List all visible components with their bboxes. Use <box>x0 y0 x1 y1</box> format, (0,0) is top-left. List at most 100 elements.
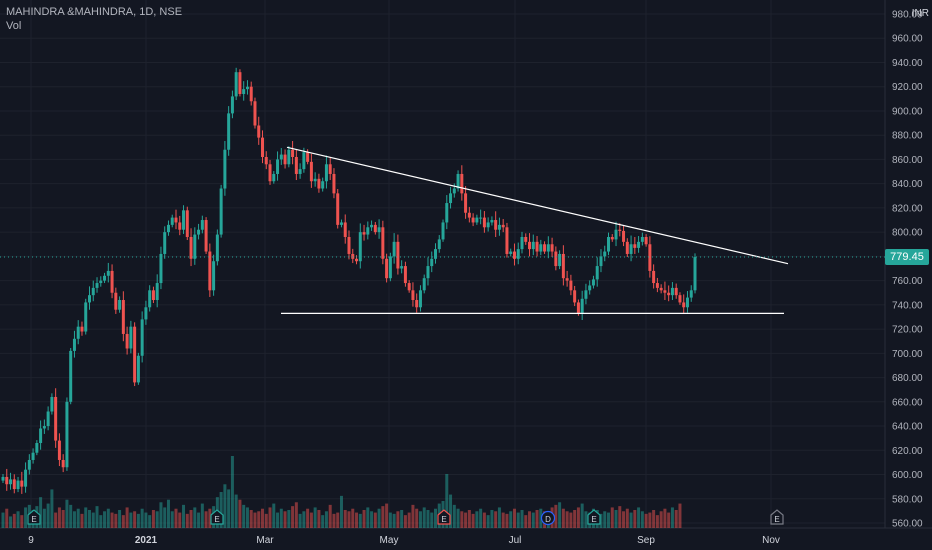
volume-bar <box>625 508 629 528</box>
volume-bar <box>430 512 434 528</box>
volume-indicator-label[interactable]: Vol <box>6 20 22 32</box>
volume-bar <box>490 510 494 528</box>
x-tick-label: Mar <box>256 535 274 546</box>
candle-body <box>208 251 212 291</box>
candle-body <box>114 292 118 310</box>
volume-bar <box>678 503 682 528</box>
candle-body <box>163 232 167 254</box>
volume-bar <box>242 504 246 528</box>
earnings-marker[interactable] <box>437 509 451 525</box>
x-tick-label: Jul <box>509 535 522 546</box>
candle-body <box>166 224 170 233</box>
volume-bar <box>599 513 603 528</box>
y-tick-label: 880.00 <box>892 131 923 142</box>
candle-body <box>39 428 43 444</box>
volume-bar <box>178 512 182 528</box>
candle-body <box>539 244 543 252</box>
volume-bar <box>204 511 208 528</box>
candle-body <box>129 326 133 349</box>
volume-bar <box>182 504 186 528</box>
candle-body <box>652 270 656 284</box>
x-tick-label: 2021 <box>135 535 158 546</box>
volume-bar <box>140 508 144 528</box>
earnings-marker[interactable] <box>210 509 224 525</box>
candle-body <box>106 270 110 276</box>
symbol-title[interactable]: MAHINDRA &MAHINDRA, 1D, NSE <box>6 6 183 18</box>
candle-body <box>9 479 13 485</box>
candle-body <box>170 217 174 225</box>
candle-body <box>452 188 456 194</box>
volume-bar <box>118 510 122 528</box>
candle-body <box>215 234 219 262</box>
candle-body <box>554 251 558 267</box>
candle-body <box>430 258 434 267</box>
volume-bar <box>336 512 340 528</box>
volume-bar <box>385 503 389 528</box>
volume-bar <box>475 511 479 528</box>
volume-bar <box>268 507 272 528</box>
volume-bar <box>403 515 407 528</box>
volume-bar <box>648 512 652 528</box>
candle-body <box>261 137 264 158</box>
volume-bar <box>640 511 644 528</box>
candle-body <box>437 239 441 250</box>
candle-body <box>580 298 584 314</box>
volume-bar <box>479 508 483 528</box>
volume-bar <box>531 512 535 528</box>
candle-body <box>528 241 532 250</box>
candle-body <box>565 278 569 281</box>
volume-bar <box>512 508 516 528</box>
y-tick-label: 620.00 <box>892 446 923 457</box>
candle-body <box>667 292 671 296</box>
volume-bar <box>415 508 419 528</box>
candle-body <box>95 283 99 288</box>
volume-bar <box>245 507 249 528</box>
candle-body <box>535 241 539 252</box>
candle-body <box>674 287 678 296</box>
candle-body <box>133 326 137 383</box>
candle-body <box>449 193 453 204</box>
volume-bar <box>72 511 76 528</box>
earnings-marker[interactable] <box>587 509 601 525</box>
candle-body <box>607 236 610 252</box>
candle-body <box>467 212 471 218</box>
dividend-marker[interactable] <box>540 510 556 526</box>
volume-bar <box>249 510 253 528</box>
volume-bar <box>133 511 137 528</box>
x-tick-label: Sep <box>637 535 655 546</box>
candle-body <box>80 326 84 332</box>
volume-bar <box>460 511 464 528</box>
candle-body <box>512 251 516 259</box>
volume-bar <box>434 508 437 528</box>
descending-trendline[interactable] <box>286 146 789 265</box>
volume-bar <box>234 494 238 528</box>
candle-body <box>355 258 359 262</box>
candle-body <box>392 241 396 257</box>
volume-bar <box>524 515 528 528</box>
candle-body <box>358 232 362 262</box>
volume-bar <box>238 499 242 528</box>
candle-body <box>155 283 159 301</box>
earnings-marker[interactable] <box>770 509 784 525</box>
volume-bar <box>328 504 332 528</box>
volume-bar <box>667 512 671 528</box>
candle-body <box>287 149 291 165</box>
candle-body <box>279 154 283 160</box>
candle-body <box>396 241 400 269</box>
candle-body <box>257 125 261 138</box>
x-tick-label: Nov <box>762 535 780 546</box>
candle-body <box>339 222 343 225</box>
volume-bar <box>230 456 234 528</box>
volume-bar <box>343 510 347 528</box>
volume-bar <box>298 513 302 528</box>
earnings-marker[interactable] <box>27 509 41 525</box>
candle-body <box>178 222 182 230</box>
candle-body <box>50 396 54 412</box>
volume-bar <box>174 508 178 528</box>
y-tick-label: 640.00 <box>892 422 923 433</box>
volume-bar <box>223 484 227 528</box>
candle-body <box>268 164 272 182</box>
volume-bar <box>501 512 505 528</box>
volume-bar <box>106 508 110 528</box>
